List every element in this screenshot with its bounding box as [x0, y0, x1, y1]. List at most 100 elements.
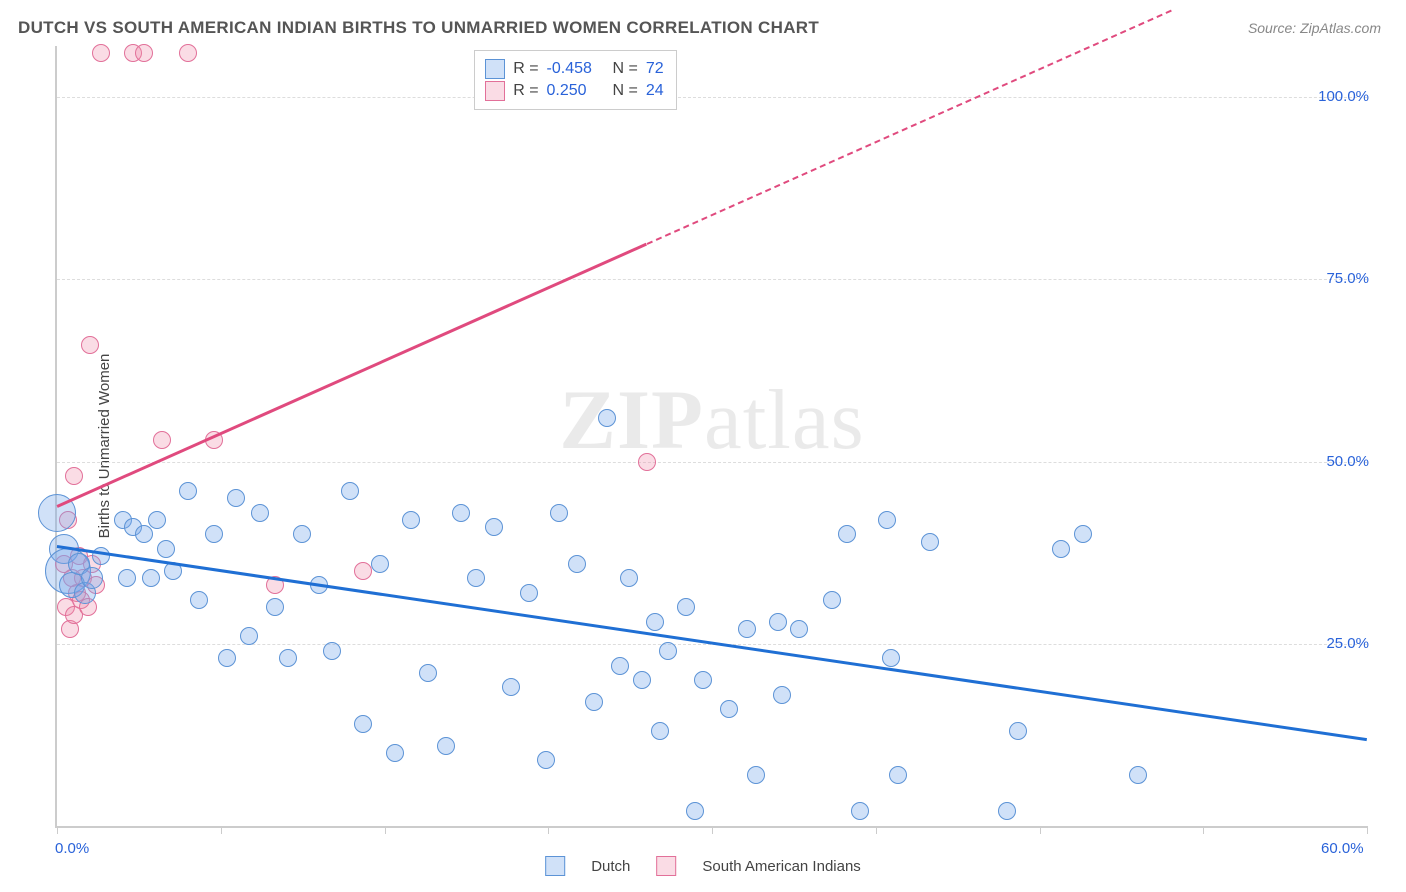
bubble-series-a	[227, 489, 245, 507]
bubble-series-a	[419, 664, 437, 682]
bubble-series-a	[467, 569, 485, 587]
stats-n-value: 72	[646, 60, 664, 78]
x-tick	[1367, 826, 1368, 834]
bubble-series-a	[878, 511, 896, 529]
bubble-series-a	[686, 802, 704, 820]
bubble-series-a	[148, 511, 166, 529]
y-tick-label: 25.0%	[1326, 635, 1369, 652]
stats-row: R =0.250N =24	[485, 81, 663, 101]
stats-r-value: -0.458	[547, 60, 605, 78]
source-label: Source: ZipAtlas.com	[1248, 20, 1381, 36]
bubble-series-a	[633, 671, 651, 689]
bubble-series-a	[452, 504, 470, 522]
y-tick-label: 100.0%	[1318, 88, 1369, 105]
legend-label-a: Dutch	[591, 858, 630, 875]
bubble-series-b	[354, 562, 372, 580]
bubble-series-a	[773, 686, 791, 704]
stats-n-label: N =	[613, 82, 638, 100]
legend-label-b: South American Indians	[702, 858, 860, 875]
bubble-series-a	[81, 567, 103, 589]
watermark-bold: ZIP	[559, 373, 704, 467]
bubble-series-a	[720, 700, 738, 718]
bubble-series-a	[179, 482, 197, 500]
bubble-series-a	[838, 525, 856, 543]
x-tick	[221, 826, 222, 834]
bubble-series-a	[323, 642, 341, 660]
y-tick-label: 75.0%	[1326, 270, 1369, 287]
bubble-series-b	[179, 44, 197, 62]
bubble-series-a	[659, 642, 677, 660]
bubble-series-b	[153, 431, 171, 449]
stats-n-label: N =	[613, 60, 638, 78]
bubble-series-b	[92, 44, 110, 62]
x-tick	[1203, 826, 1204, 834]
stats-box: R =-0.458N =72R =0.250N =24	[474, 50, 676, 110]
bubble-series-a	[747, 766, 765, 784]
bubble-series-a	[371, 555, 389, 573]
bubble-series-a	[1074, 525, 1092, 543]
bubble-series-a	[118, 569, 136, 587]
bubble-series-a	[537, 751, 555, 769]
x-tick	[548, 826, 549, 834]
x-tick-label: 60.0%	[1321, 840, 1364, 857]
bubble-series-a	[694, 671, 712, 689]
trend-line-b-solid	[56, 243, 647, 508]
bubble-series-a	[1052, 540, 1070, 558]
x-tick	[712, 826, 713, 834]
bubble-series-a	[851, 802, 869, 820]
bubble-series-a	[190, 591, 208, 609]
bubble-series-a	[823, 591, 841, 609]
bubble-series-a	[251, 504, 269, 522]
stats-swatch-a	[485, 59, 505, 79]
bubble-series-a	[386, 744, 404, 762]
bubble-series-b	[65, 467, 83, 485]
bubble-series-a	[738, 620, 756, 638]
x-tick	[57, 826, 58, 834]
bubble-series-a	[677, 598, 695, 616]
bubble-series-a	[240, 627, 258, 645]
bubble-series-a	[769, 613, 787, 631]
bubble-series-a	[157, 540, 175, 558]
watermark-rest: atlas	[704, 373, 865, 467]
stats-r-label: R =	[513, 60, 538, 78]
bubble-series-a	[921, 533, 939, 551]
x-tick	[1040, 826, 1041, 834]
bubble-series-a	[790, 620, 808, 638]
bubble-series-a	[611, 657, 629, 675]
y-tick-label: 50.0%	[1326, 453, 1369, 470]
bubble-series-a	[218, 649, 236, 667]
x-tick	[876, 826, 877, 834]
bubble-series-a	[651, 722, 669, 740]
bubble-series-a	[550, 504, 568, 522]
bubble-series-a	[437, 737, 455, 755]
bubble-series-a	[135, 525, 153, 543]
bubble-series-a	[646, 613, 664, 631]
x-tick	[385, 826, 386, 834]
bubble-series-b	[135, 44, 153, 62]
bubble-series-a	[520, 584, 538, 602]
legend-swatch-b	[656, 856, 676, 876]
bubble-series-a	[882, 649, 900, 667]
legend-swatch-a	[545, 856, 565, 876]
bubble-series-a	[402, 511, 420, 529]
stats-r-value: 0.250	[547, 82, 605, 100]
chart-container: DUTCH VS SOUTH AMERICAN INDIAN BIRTHS TO…	[0, 0, 1406, 892]
grid-line	[57, 462, 1367, 463]
x-tick-label: 0.0%	[55, 840, 89, 857]
bubble-series-a	[354, 715, 372, 733]
stats-n-value: 24	[646, 82, 664, 100]
bubble-series-a	[293, 525, 311, 543]
bubble-series-a	[585, 693, 603, 711]
bubble-series-a	[205, 525, 223, 543]
bubble-series-a	[1129, 766, 1147, 784]
plot-area: ZIPatlas	[55, 46, 1367, 828]
trend-line-b-dashed	[646, 10, 1171, 245]
bubble-series-a	[142, 569, 160, 587]
bubble-series-a	[568, 555, 586, 573]
bubble-series-a	[620, 569, 638, 587]
grid-line	[57, 279, 1367, 280]
bubble-series-a	[266, 598, 284, 616]
bubble-series-b	[638, 453, 656, 471]
bubble-series-a	[341, 482, 359, 500]
bubble-series-a	[1009, 722, 1027, 740]
